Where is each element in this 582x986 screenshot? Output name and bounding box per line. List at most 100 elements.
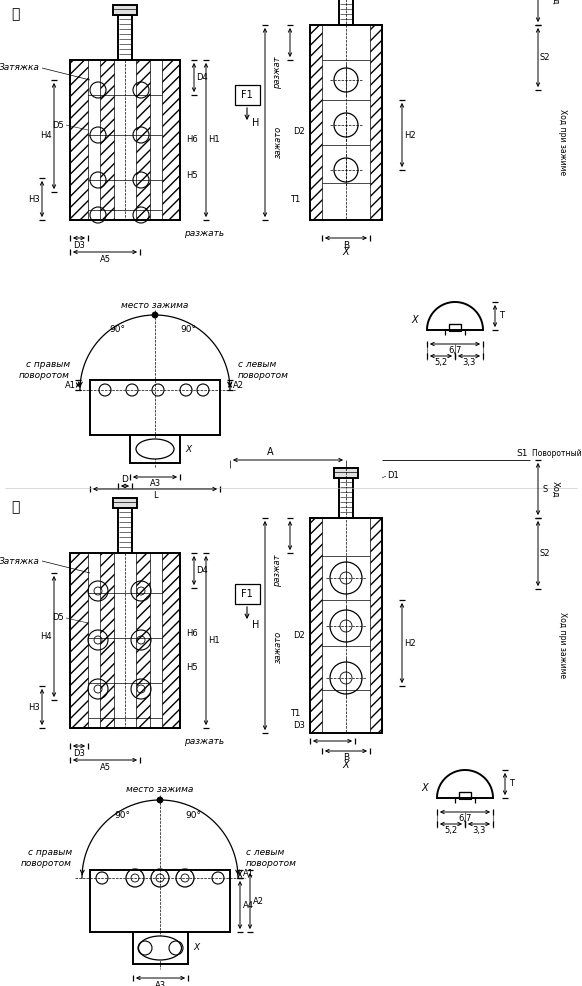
Text: X: X [411,315,418,325]
Text: D5: D5 [52,613,64,622]
Text: D: D [122,475,129,484]
Text: с правым
поворотом: с правым поворотом [21,848,72,868]
Text: A5: A5 [100,254,111,263]
Text: A3: A3 [155,980,166,986]
Text: H4: H4 [40,632,52,641]
Bar [235,85,260,105]
Text: T1: T1 [290,709,300,718]
Text: A4: A4 [243,900,254,909]
Text: A: A [267,447,274,457]
Text: 90°: 90° [114,810,130,819]
Text: D5: D5 [52,120,64,129]
Text: D4: D4 [196,566,208,575]
Bar [113,498,137,508]
Text: H5: H5 [186,171,198,179]
Text: Ход при зажиме: Ход при зажиме [559,108,567,176]
Text: T: T [499,312,505,320]
Text: A3: A3 [150,479,161,488]
Text: 3,3: 3,3 [473,826,486,835]
Text: H6: H6 [186,628,198,638]
Text: 90°: 90° [180,325,196,334]
Text: разжать: разжать [184,230,224,239]
Bar [162,553,180,728]
Text: D2: D2 [293,630,305,640]
Bar [70,553,88,728]
Text: 6,7: 6,7 [458,814,471,823]
Text: 90°: 90° [185,810,201,819]
Text: D1: D1 [387,471,399,480]
Text: разжать: разжать [184,738,224,746]
Ellipse shape [139,936,182,960]
Text: 5,2: 5,2 [434,359,448,368]
Text: S: S [542,484,548,494]
Text: B: B [343,753,349,762]
Bar [162,60,180,220]
Text: H3: H3 [28,194,40,203]
Bar [334,468,358,478]
Text: разжат: разжат [274,57,282,90]
Bar [339,478,353,518]
Text: A2: A2 [253,896,264,905]
Bar [235,584,260,604]
Text: A1: A1 [65,381,76,389]
Text: H1: H1 [208,135,220,145]
Bar [100,60,114,220]
Bar [70,553,180,728]
Bar [370,25,382,220]
Text: F1: F1 [241,589,253,599]
Bar [310,518,322,733]
Bar [130,435,180,463]
Ellipse shape [136,439,174,459]
Bar [118,508,132,553]
Text: A2: A2 [232,381,243,389]
Text: H5: H5 [186,664,198,672]
Text: X: X [185,445,191,454]
Text: 5,2: 5,2 [445,826,457,835]
Bar [370,518,382,733]
Bar [70,60,88,220]
Text: Ход: Ход [551,481,559,497]
Bar [310,518,382,733]
Text: с левым
поворотом: с левым поворотом [246,848,297,868]
Text: D4: D4 [196,73,208,82]
Bar [70,60,180,220]
Text: H2: H2 [404,130,416,139]
Text: H: H [253,117,260,127]
Bar [449,324,461,331]
Text: S2: S2 [540,549,550,558]
Bar [459,792,471,799]
Text: F1: F1 [241,90,253,100]
Text: H3: H3 [28,702,40,712]
Text: T: T [509,780,514,789]
Bar [90,870,230,932]
Text: H6: H6 [186,135,198,145]
Circle shape [157,797,163,803]
Bar [310,25,322,220]
Text: Затяжка: Затяжка [0,63,40,73]
Text: зажато: зажато [274,631,282,664]
Text: с правым
поворотом: с правым поворотом [19,360,70,380]
Text: 6,7: 6,7 [448,346,462,356]
Text: H: H [253,620,260,630]
Bar [100,553,114,728]
Text: место зажима: место зажима [121,301,189,310]
Text: S1: S1 [516,450,528,458]
Text: X: X [193,944,199,952]
Text: Поворотный такт: Поворотный такт [532,450,582,458]
Text: место зажима: место зажима [126,786,194,795]
Text: X: X [343,247,349,257]
Text: 90°: 90° [109,325,125,334]
Bar [310,25,382,220]
Text: Ход: Ход [551,0,559,4]
Text: D3: D3 [73,748,85,757]
Text: с левым
поворотом: с левым поворотом [238,360,289,380]
Bar [136,553,150,728]
Text: B: B [343,241,349,249]
Text: H1: H1 [208,636,220,645]
Text: D2: D2 [293,127,305,136]
Circle shape [152,312,158,318]
Bar [113,5,137,15]
Text: A5: A5 [100,762,111,771]
Text: Ход при зажиме: Ход при зажиме [559,612,567,678]
Text: X: X [343,760,349,770]
